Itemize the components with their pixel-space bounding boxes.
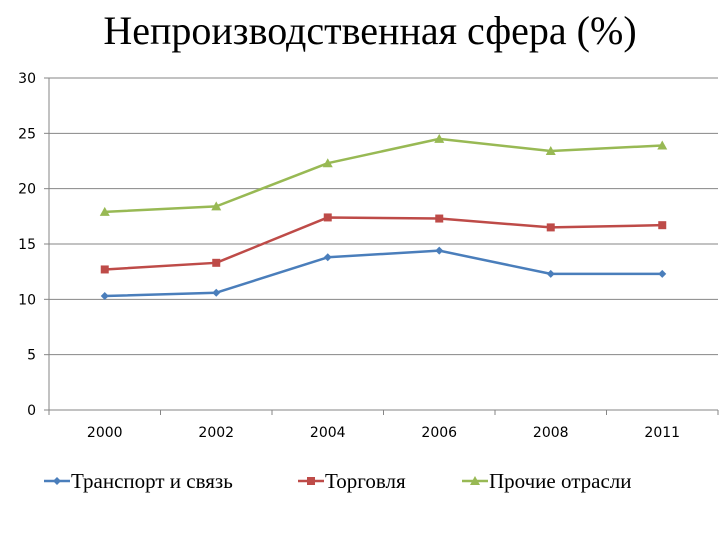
legend-swatch-marker <box>53 477 61 485</box>
data-point <box>658 269 667 278</box>
data-point <box>435 214 444 223</box>
x-tick-label: 2011 <box>644 425 680 441</box>
y-tick-label: 10 <box>18 292 36 308</box>
series-2 <box>100 213 667 274</box>
series-lines <box>99 133 668 301</box>
series-line <box>104 137 663 214</box>
legend-item: Транспорт и связь <box>44 469 233 493</box>
series-line <box>104 249 663 298</box>
y-tick-label: 15 <box>18 237 36 253</box>
legend-item: Прочие отрасли <box>462 469 632 493</box>
y-tick-labels: 0 5 10 15 20 25 30 <box>18 71 36 419</box>
legend-label: Прочие отрасли <box>489 469 632 493</box>
legend-item: Торговля <box>298 469 406 493</box>
legend-label: Транспорт и связь <box>71 469 233 493</box>
data-point <box>100 292 109 301</box>
y-tick-label: 0 <box>27 403 36 419</box>
axes <box>44 77 719 415</box>
data-point <box>99 206 110 216</box>
y-tick-label: 5 <box>27 348 36 364</box>
data-point <box>211 201 222 211</box>
chart-title: Непроизводственная сфера (%) <box>103 8 637 53</box>
series-line <box>104 216 663 271</box>
data-point <box>546 269 555 278</box>
data-point <box>323 213 332 222</box>
legend-swatch-marker <box>307 477 315 485</box>
series-3 <box>99 133 668 216</box>
x-tick-label: 2002 <box>198 425 234 441</box>
legend-swatch-marker <box>470 476 480 485</box>
y-tick-label: 20 <box>18 182 36 198</box>
gridlines <box>49 77 718 356</box>
data-point <box>545 146 556 156</box>
legend: Транспорт и связь Торговля Прочие отрасли <box>44 469 632 493</box>
series-1 <box>100 246 667 301</box>
x-tick-label: 2006 <box>421 425 457 441</box>
x-tick-label: 2008 <box>533 425 569 441</box>
y-tick-label: 25 <box>18 126 36 142</box>
x-tick-labels: 2000 2002 2004 2006 2008 2011 <box>87 425 680 441</box>
data-point <box>658 221 667 230</box>
data-point <box>322 158 333 168</box>
data-point <box>435 246 444 255</box>
data-point <box>100 265 109 274</box>
data-point <box>434 133 445 143</box>
data-point <box>212 258 221 267</box>
data-point <box>546 223 555 232</box>
data-point <box>657 140 668 150</box>
x-tick-label: 2000 <box>87 425 123 441</box>
data-point <box>323 253 332 262</box>
x-tick-label: 2004 <box>310 425 346 441</box>
data-point <box>212 288 221 297</box>
y-tick-label: 30 <box>18 71 36 87</box>
legend-label: Торговля <box>325 469 406 493</box>
